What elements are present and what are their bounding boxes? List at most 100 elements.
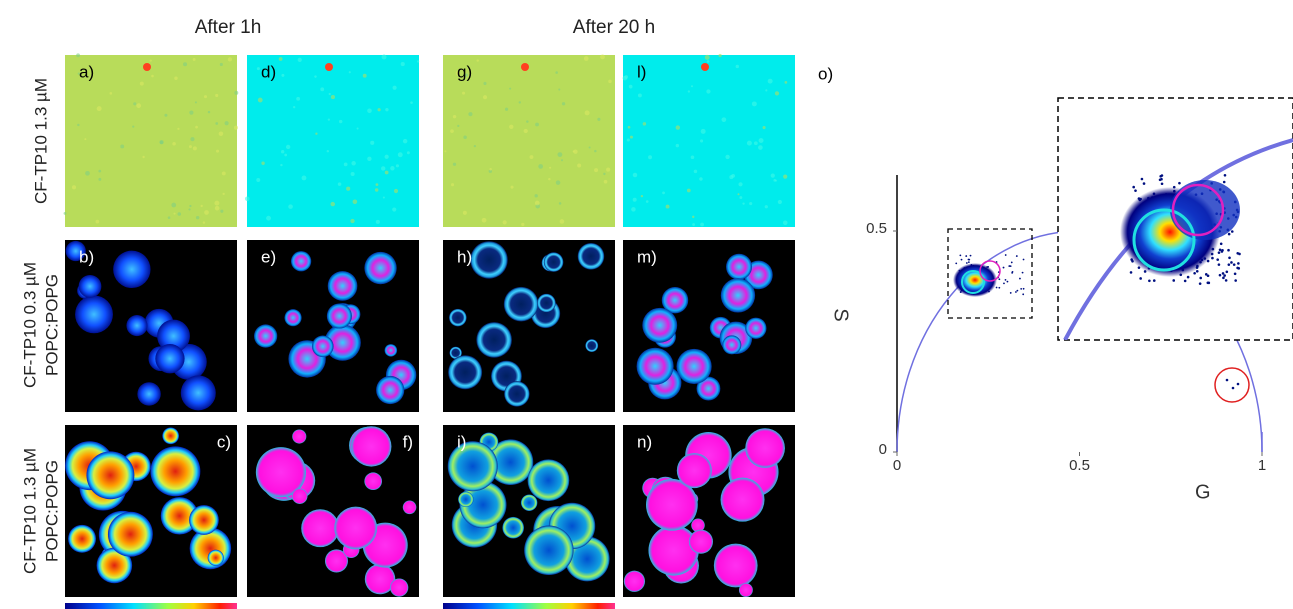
speckle <box>330 201 335 207</box>
spot <box>325 63 333 71</box>
speckle <box>348 71 351 74</box>
micrograph <box>443 55 615 227</box>
cluster-dot <box>967 258 970 261</box>
speckle <box>315 132 318 135</box>
speckle <box>76 53 81 58</box>
speckle <box>219 62 223 66</box>
cluster-dot <box>1022 258 1025 261</box>
speckle <box>462 91 466 95</box>
cluster-dot <box>1232 263 1236 266</box>
speckle <box>215 93 219 98</box>
cluster-dot <box>959 254 962 257</box>
vesicle <box>585 339 599 353</box>
speckle <box>320 87 325 92</box>
speckle <box>606 167 611 172</box>
cluster-ring <box>1132 208 1196 272</box>
speckle <box>385 107 389 112</box>
cluster-dot <box>955 262 958 265</box>
panel-label: e) <box>261 247 276 266</box>
vesicle <box>324 549 349 573</box>
speckle <box>784 81 788 84</box>
speckle <box>266 215 271 221</box>
cluster-dot <box>969 254 972 257</box>
cluster-dot <box>967 261 970 264</box>
speckle <box>214 200 220 206</box>
cluster-dot <box>1217 251 1221 254</box>
speckle <box>367 108 372 114</box>
speckle <box>706 60 710 63</box>
cluster-ring <box>961 270 985 294</box>
cluster-dot <box>1022 293 1025 296</box>
speckle <box>327 118 331 121</box>
outlier <box>1231 386 1235 390</box>
cluster-dot <box>998 278 1001 281</box>
cluster-dot <box>1011 271 1014 274</box>
vesicle <box>688 529 713 554</box>
cluster-ring <box>979 260 1001 282</box>
cluster-dot <box>1160 182 1164 186</box>
vesicle <box>661 286 689 314</box>
speckle <box>777 199 782 205</box>
speckle <box>464 73 468 77</box>
cluster-dot <box>1233 272 1237 276</box>
speckle <box>690 85 694 88</box>
vesicle <box>447 441 498 492</box>
cluster-dot <box>1216 258 1219 261</box>
vesicle <box>107 511 153 557</box>
vesicle <box>137 382 161 406</box>
vesicle <box>402 500 417 515</box>
speckle <box>481 217 487 223</box>
vesicle <box>150 446 201 497</box>
speckle <box>529 155 534 160</box>
vesicle <box>96 547 133 584</box>
speckle <box>686 188 691 193</box>
speckle <box>692 215 695 219</box>
speckle <box>85 170 90 176</box>
vesicle <box>476 322 512 358</box>
vesicle <box>504 381 530 407</box>
speckle <box>690 155 695 160</box>
vesicle <box>255 447 306 498</box>
cluster-dot <box>1230 230 1234 233</box>
speckle <box>632 172 638 178</box>
speckle <box>402 138 408 144</box>
cluster-dot <box>1132 185 1135 189</box>
vesicle <box>160 497 199 535</box>
speckle <box>109 92 113 95</box>
speckle <box>693 169 698 174</box>
speckle <box>600 54 605 60</box>
speckle <box>631 207 636 212</box>
speckle <box>330 95 336 100</box>
panel-label: d) <box>261 62 276 81</box>
speckle <box>692 223 696 226</box>
speckle <box>285 144 291 150</box>
cluster-dot <box>1160 177 1163 181</box>
speckle <box>390 166 395 171</box>
speckle <box>95 219 100 224</box>
vesicle <box>126 315 148 337</box>
speckle <box>534 194 538 198</box>
cluster-dot <box>1134 189 1137 192</box>
panel-label: m) <box>637 247 657 266</box>
speckle <box>151 74 154 78</box>
cluster-dot <box>1148 279 1151 283</box>
speckle <box>762 126 766 130</box>
speckle <box>326 150 330 153</box>
cluster-dot <box>1218 248 1222 252</box>
speckle <box>416 60 420 63</box>
speckle <box>84 138 87 141</box>
vesicle <box>722 335 742 355</box>
speckle <box>256 178 261 182</box>
cluster-dot <box>1238 252 1241 256</box>
speckle <box>637 93 642 98</box>
speckle <box>362 73 367 78</box>
vesicle <box>642 307 678 343</box>
vesicle <box>327 271 358 301</box>
speckle <box>782 220 788 226</box>
speckle <box>224 121 229 126</box>
speckle <box>608 79 612 84</box>
speckle <box>281 73 285 77</box>
speckle <box>729 175 734 180</box>
vesicle <box>745 317 767 339</box>
cluster-dot <box>1008 265 1011 267</box>
